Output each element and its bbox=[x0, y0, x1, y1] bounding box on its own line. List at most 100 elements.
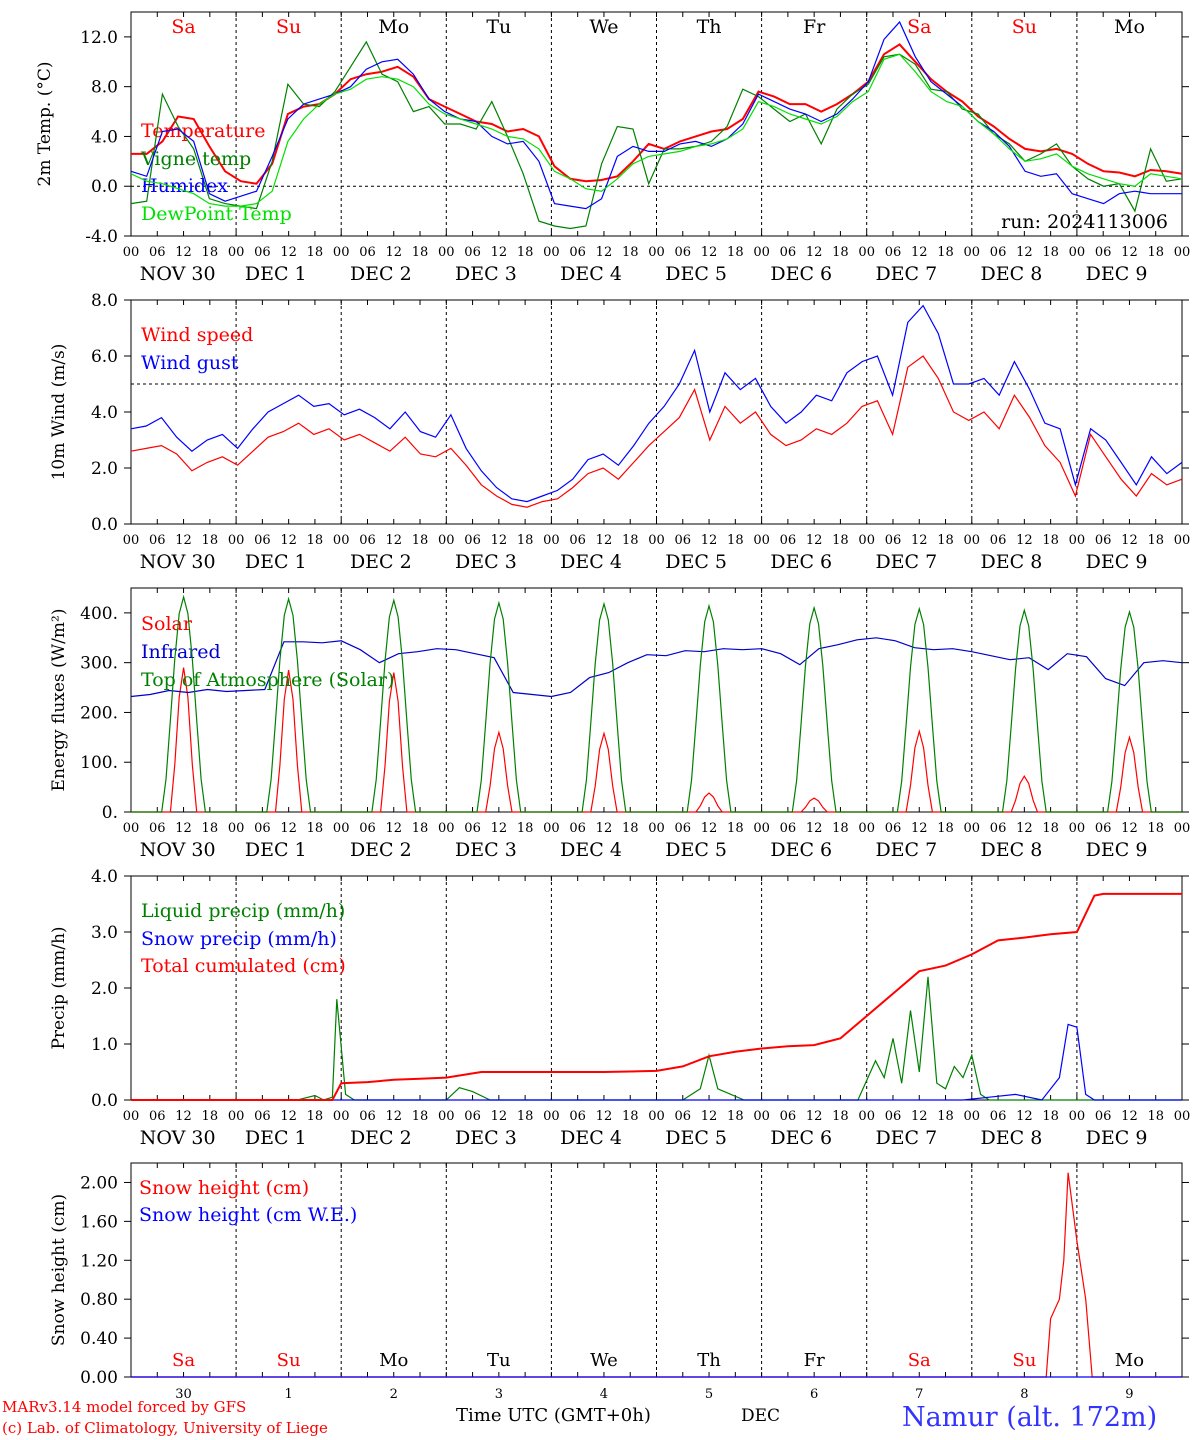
date-label: DEC 5 bbox=[665, 1127, 727, 1149]
hour-tick-label: 12 bbox=[175, 1109, 192, 1124]
hour-tick-label: 12 bbox=[175, 533, 192, 548]
legend-entry: Temperature bbox=[141, 120, 265, 142]
y-axis-label: 10m Wind (m/s) bbox=[49, 344, 69, 481]
hour-tick-label: 18 bbox=[832, 821, 849, 836]
hour-tick-label: 18 bbox=[1147, 821, 1164, 836]
hour-tick-label: 06 bbox=[149, 533, 166, 548]
date-label: DEC 8 bbox=[981, 263, 1043, 285]
hour-tick-label: 06 bbox=[464, 1109, 481, 1124]
hour-tick-label: 00 bbox=[543, 821, 560, 836]
hour-tick-label: 12 bbox=[1016, 821, 1033, 836]
hour-tick-label: 00 bbox=[648, 821, 665, 836]
hour-tick-label: 00 bbox=[543, 1109, 560, 1124]
date-label: DEC 9 bbox=[1086, 1127, 1148, 1149]
date-label: NOV 30 bbox=[140, 839, 216, 861]
hour-tick-label: 06 bbox=[569, 821, 586, 836]
series-line-1 bbox=[130, 40, 1183, 230]
hour-tick-label: 12 bbox=[911, 1109, 928, 1124]
hour-tick-label: 12 bbox=[491, 1109, 508, 1124]
panel-2: 0.0 2.0 4.0 6.0 8.0 10m Wind (m/s) Wind speed W… bbox=[49, 291, 1190, 573]
hour-tick-label: 06 bbox=[990, 1109, 1007, 1124]
hour-tick-label: 06 bbox=[990, 821, 1007, 836]
date-label: DEC 5 bbox=[665, 551, 727, 573]
legend-entry: Solar bbox=[141, 613, 193, 635]
hour-tick-label: 00 bbox=[1174, 533, 1191, 548]
date-label: DEC 6 bbox=[770, 839, 832, 861]
date-label: NOV 30 bbox=[140, 263, 216, 285]
day-name-bottom: Sa bbox=[908, 1350, 931, 1371]
hour-tick-label: 12 bbox=[596, 533, 613, 548]
day-name-bottom: Mo bbox=[379, 1350, 408, 1371]
hour-tick-label: 00 bbox=[648, 533, 665, 548]
legend-entry: Liquid precip (mm/h) bbox=[141, 900, 345, 922]
date-label: DEC 3 bbox=[455, 839, 517, 861]
hour-tick-label: 06 bbox=[675, 1109, 692, 1124]
hour-tick-label: 12 bbox=[1016, 533, 1033, 548]
legend-entry: Snow height (cm W.E.) bbox=[139, 1204, 357, 1226]
hour-tick-label: 18 bbox=[622, 245, 639, 260]
date-label: DEC 8 bbox=[981, 1127, 1043, 1149]
day-number: 9 bbox=[1125, 1387, 1133, 1402]
date-label: DEC 3 bbox=[455, 551, 517, 573]
date-label: DEC 9 bbox=[1086, 263, 1148, 285]
panel-1: -4.0 0.0 4.0 8.0 12.0 2m Temp. (°C) Temperatur… bbox=[35, 11, 1191, 285]
hour-tick-label: 06 bbox=[359, 1109, 376, 1124]
series-line-0 bbox=[131, 1172, 1182, 1378]
hour-tick-label: 06 bbox=[149, 821, 166, 836]
series-line-1 bbox=[130, 637, 1183, 698]
hour-tick-label: 06 bbox=[254, 1109, 271, 1124]
series-line-2 bbox=[131, 594, 1182, 813]
hour-tick-label: 00 bbox=[123, 1109, 140, 1124]
hour-tick-label: 18 bbox=[412, 245, 429, 260]
hour-tick-label: 18 bbox=[412, 533, 429, 548]
series-line-3 bbox=[130, 53, 1183, 207]
panel-frame bbox=[130, 299, 1183, 525]
hour-tick-label: 12 bbox=[280, 821, 297, 836]
hour-tick-label: 18 bbox=[202, 1109, 219, 1124]
hour-tick-label: 06 bbox=[675, 821, 692, 836]
hour-tick-label: 00 bbox=[964, 821, 981, 836]
hour-tick-label: 00 bbox=[753, 1109, 770, 1124]
hour-tick-label: 18 bbox=[727, 533, 744, 548]
hour-tick-label: 18 bbox=[937, 1109, 954, 1124]
y-tick-label: 8.0 bbox=[91, 291, 118, 311]
series-line-0 bbox=[130, 355, 1183, 508]
hour-tick-label: 12 bbox=[911, 245, 928, 260]
hour-tick-label: 12 bbox=[701, 1109, 718, 1124]
hour-tick-label: 06 bbox=[885, 533, 902, 548]
hour-tick-label: 06 bbox=[359, 821, 376, 836]
hour-tick-label: 00 bbox=[1069, 821, 1086, 836]
hour-tick-label: 00 bbox=[1174, 245, 1191, 260]
date-label: DEC 8 bbox=[981, 839, 1043, 861]
hour-tick-label: 12 bbox=[806, 1109, 823, 1124]
hour-tick-label: 12 bbox=[806, 821, 823, 836]
hour-tick-label: 12 bbox=[1121, 533, 1138, 548]
hour-tick-label: 18 bbox=[937, 821, 954, 836]
date-label: DEC 1 bbox=[245, 263, 307, 285]
hour-tick-label: 06 bbox=[1095, 1109, 1112, 1124]
date-label: DEC 7 bbox=[875, 551, 937, 573]
hour-tick-label: 18 bbox=[832, 245, 849, 260]
hour-tick-label: 12 bbox=[596, 245, 613, 260]
legend-entry: Wind gust bbox=[141, 352, 239, 374]
y-tick-label: 200. bbox=[80, 703, 118, 723]
hour-tick-label: 18 bbox=[1042, 533, 1059, 548]
hour-tick-label: 12 bbox=[385, 821, 402, 836]
hour-tick-label: 18 bbox=[727, 245, 744, 260]
panel-5: 0.00 0.40 0.80 1.20 1.60 2.00 Snow height (cm)… bbox=[49, 1162, 1189, 1388]
y-tick-label: 0.80 bbox=[80, 1290, 118, 1310]
hour-tick-label: 06 bbox=[569, 533, 586, 548]
series-line-1 bbox=[131, 1023, 1182, 1101]
hour-tick-label: 00 bbox=[964, 533, 981, 548]
hour-tick-label: 18 bbox=[1147, 1109, 1164, 1124]
hour-tick-label: 12 bbox=[701, 245, 718, 260]
hour-tick-label: 00 bbox=[753, 245, 770, 260]
legend-entry: Snow precip (mm/h) bbox=[141, 928, 337, 950]
day-number: 1 bbox=[285, 1387, 293, 1402]
hour-tick-label: 00 bbox=[858, 821, 875, 836]
date-label: NOV 30 bbox=[140, 551, 216, 573]
day-name-top: Mo bbox=[1114, 16, 1145, 38]
y-tick-label: 3.0 bbox=[91, 923, 118, 943]
day-name-top: Sa bbox=[907, 16, 931, 38]
